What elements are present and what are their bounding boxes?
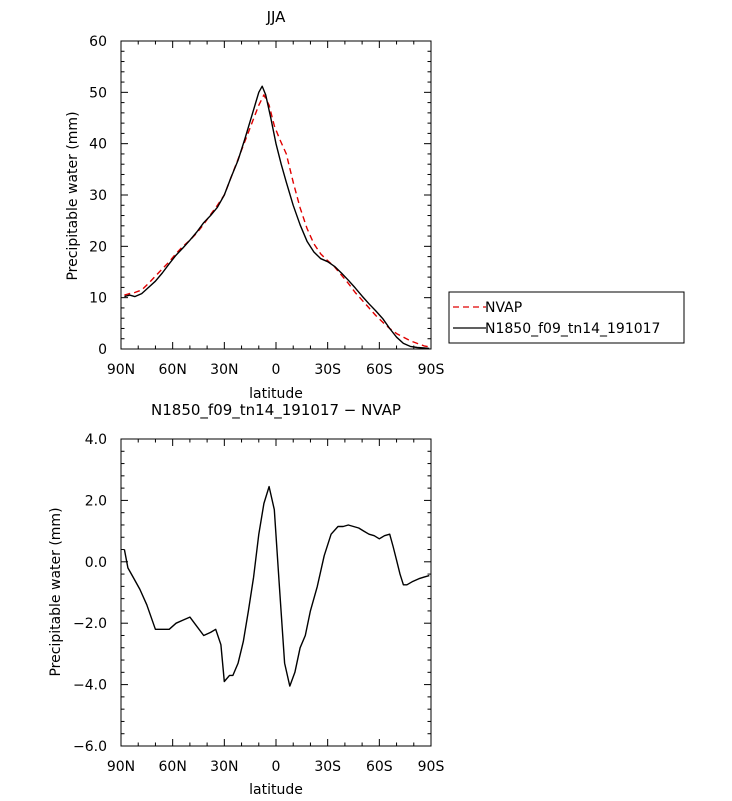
bottom-chart-xlabel: latitude (249, 782, 303, 798)
y-tick-label: 4.0 (85, 432, 107, 448)
legend-label-model: N1850_f09_tn14_191017 (485, 321, 660, 337)
x-tick-label: 60S (366, 759, 393, 775)
top-chart-series (124, 85, 430, 350)
x-tick-label: 60N (159, 362, 187, 378)
y-tick-label: 60 (89, 34, 107, 50)
bottom-chart-series-line-difference (123, 485, 430, 687)
bottom-chart-plot-frame (120, 438, 432, 747)
x-tick-label: 30N (210, 362, 238, 378)
y-tick-label: 30 (89, 188, 107, 204)
x-tick-label: 30S (314, 759, 341, 775)
y-tick-label: 0 (98, 342, 107, 358)
top-chart-xlabel: latitude (249, 386, 303, 402)
top-chart-plot-frame (120, 40, 432, 350)
bottom-chart-panel: N1850_f09_tn14_191017 − NVAP Precipitabl… (48, 401, 444, 798)
x-tick-label: 90S (418, 362, 445, 378)
top-chart-legend: NVAP N1850_f09_tn14_191017 (448, 291, 685, 344)
x-tick-label: 30S (314, 362, 341, 378)
top-chart-ylabel: Precipitable water (mm) (65, 111, 81, 280)
x-tick-label: 60S (366, 362, 393, 378)
x-tick-label: 90S (418, 759, 445, 775)
y-tick-label: 0.0 (85, 555, 107, 571)
y-tick-label: −2.0 (73, 616, 107, 632)
bottom-chart-ticks: 90N 60N 30N 0 30S 60S 90S −6.0 −4.0 −2.0 0.0 2.0 4.0 (73, 432, 444, 775)
legend-box (448, 291, 685, 344)
top-chart-series-line-nvap (124, 94, 430, 348)
y-tick-label: 20 (89, 239, 107, 255)
x-tick-label: 0 (272, 759, 281, 775)
x-tick-label: 0 (272, 362, 281, 378)
top-chart-series-line-n1850-f09-tn14-191017 (124, 85, 430, 350)
bottom-chart-title: N1850_f09_tn14_191017 − NVAP (151, 401, 401, 420)
x-tick-label: 60N (159, 759, 187, 775)
top-chart-title: JJA (266, 8, 287, 26)
x-tick-label: 90N (107, 759, 135, 775)
top-chart-ticks: 90N 60N 30N 0 30S 60S 90S 0 10 20 30 40 50 60 (89, 34, 444, 378)
y-tick-label: −4.0 (73, 678, 107, 694)
y-tick-label: 40 (89, 137, 107, 153)
top-chart-panel: JJA Precipitable water (mm) latitude 90N… (65, 8, 444, 402)
legend-label-nvap: NVAP (485, 300, 522, 316)
x-tick-label: 90N (107, 362, 135, 378)
bottom-chart-series (123, 485, 430, 687)
y-tick-label: −6.0 (73, 739, 107, 755)
y-tick-label: 10 (89, 291, 107, 307)
y-tick-label: 50 (89, 85, 107, 101)
bottom-chart-ylabel: Precipitable water (mm) (48, 507, 64, 676)
x-tick-label: 30N (210, 759, 238, 775)
y-tick-label: 2.0 (85, 493, 107, 509)
